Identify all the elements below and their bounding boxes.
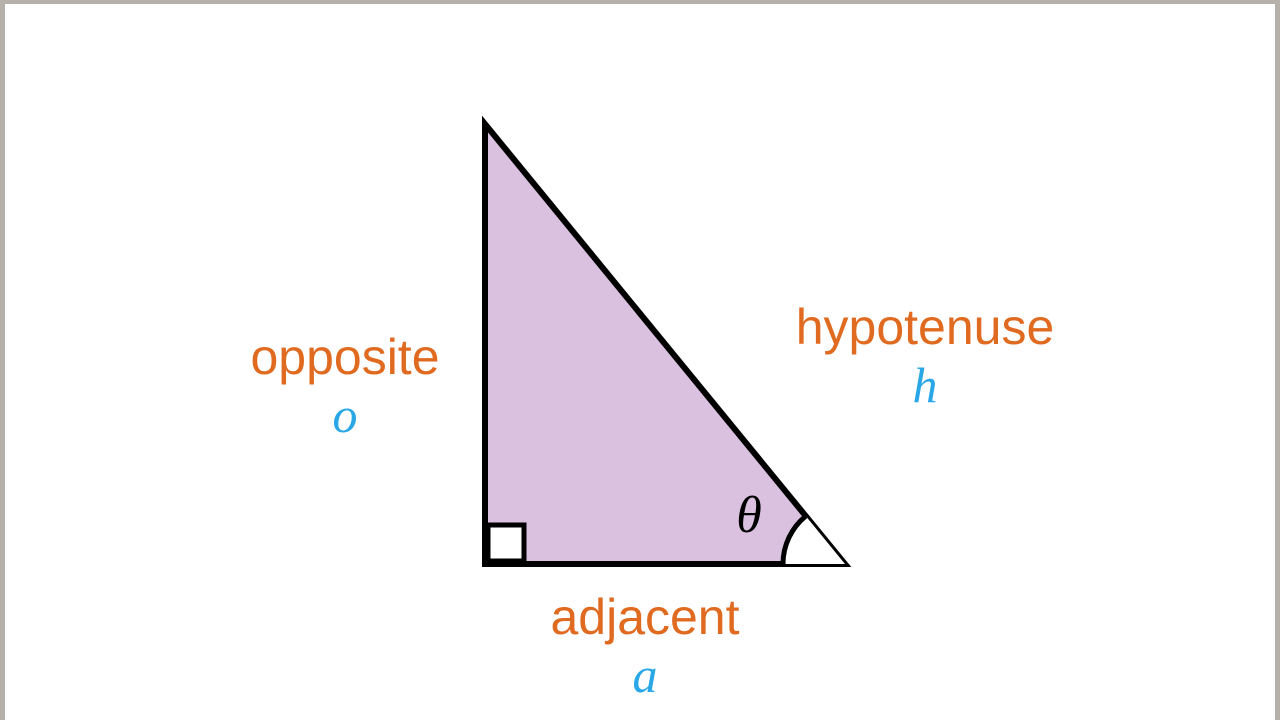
adjacent-variable: a — [633, 647, 658, 703]
adjacent-label: adjacent — [550, 589, 739, 645]
theta-symbol: θ — [736, 487, 762, 544]
opposite-variable: o — [333, 387, 358, 443]
hypotenuse-label: hypotenuse — [796, 299, 1055, 355]
triangle-shape — [485, 124, 845, 564]
hypotenuse-variable: h — [913, 357, 938, 413]
diagram-card: θ oppositeo hypotenuseh adjacenta — [5, 4, 1275, 720]
opposite-label: opposite — [250, 329, 439, 385]
right-angle-marker — [488, 525, 524, 561]
triangle-diagram: θ oppositeo hypotenuseh adjacenta — [5, 4, 1275, 720]
